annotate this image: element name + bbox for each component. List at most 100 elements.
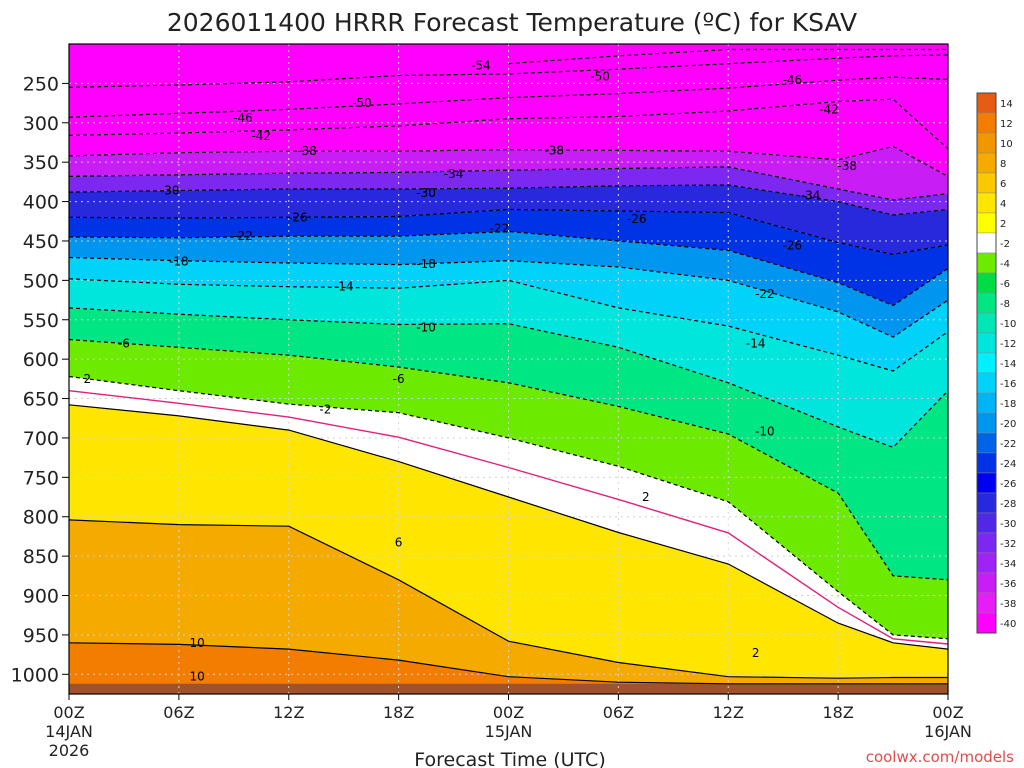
y-tick-label: 300 bbox=[23, 113, 59, 135]
ground-strip bbox=[69, 683, 948, 694]
isotherm-minus26 bbox=[68, 208, 949, 256]
colorbar-swatch bbox=[976, 312, 997, 334]
isotherm-minus42 bbox=[68, 98, 949, 150]
colorbar: 14 12 10 8 6 4 2 -2 -4 -6 -8 -10 -12 -14 -16 -18 -20 -22 -… bbox=[976, 92, 1016, 634]
colorbar-swatch bbox=[976, 572, 997, 594]
colorbar-label: -36 bbox=[1000, 579, 1016, 590]
isotherm-minus6 bbox=[68, 338, 949, 581]
chart-title: 2026011400 HRRR Forecast Temperature (ºC… bbox=[167, 8, 857, 37]
x-tick-label: 18Z bbox=[822, 703, 853, 722]
colorbar-label: 10 bbox=[1000, 139, 1013, 150]
x-tick-label: 00Z bbox=[53, 703, 84, 722]
contour-label: -10 bbox=[416, 321, 436, 335]
y-tick-label: 400 bbox=[23, 192, 59, 214]
credit-text: coolwx.com/models bbox=[866, 748, 1014, 766]
contour-label: 10 bbox=[190, 670, 205, 684]
contour-label: -22 bbox=[233, 229, 253, 243]
y-tick-label: 1000 bbox=[11, 664, 59, 686]
colorbar-swatch bbox=[976, 392, 997, 414]
y-tick-label: 550 bbox=[23, 310, 59, 332]
contour-label: -38 bbox=[837, 159, 857, 173]
y-tick-label: 700 bbox=[23, 428, 59, 450]
colorbar-label: -34 bbox=[1000, 559, 1016, 570]
colorbar-frame bbox=[976, 92, 997, 634]
colorbar-swatch bbox=[976, 612, 997, 634]
colorbar-label: -30 bbox=[1000, 519, 1016, 530]
colorbar-swatch bbox=[976, 592, 997, 614]
freezing-line bbox=[68, 390, 949, 645]
isotherm-minus22 bbox=[68, 230, 949, 307]
colorbar-swatch bbox=[976, 352, 997, 374]
x-tick-label: 12Z bbox=[713, 703, 744, 722]
colorbar-swatch bbox=[976, 212, 997, 234]
band-minus42-minus38 bbox=[69, 99, 948, 177]
colorbar-swatch bbox=[976, 532, 997, 554]
contour-label: -30 bbox=[416, 186, 436, 200]
colorbar-label: -20 bbox=[1000, 419, 1016, 430]
y-axis: 250 300 350 400 450 500 550 600 650 700 750 800 850 9… bbox=[11, 73, 69, 686]
colorbar-swatch bbox=[976, 412, 997, 434]
colorbar-swatch bbox=[976, 432, 997, 454]
colorbar-swatch bbox=[976, 232, 997, 254]
y-tick-label: 350 bbox=[23, 152, 59, 174]
contour-label: -14 bbox=[746, 336, 766, 350]
y-tick-label: 800 bbox=[23, 507, 59, 529]
isotherm-minus34 bbox=[68, 166, 949, 201]
isotherm-minus54 bbox=[508, 48, 948, 65]
contour-label: -14 bbox=[334, 280, 354, 294]
contour-label: -34 bbox=[801, 188, 821, 202]
colorbar-swatch bbox=[976, 492, 997, 514]
contour-label: -6 bbox=[118, 336, 130, 350]
colorbar-label: -26 bbox=[1000, 479, 1016, 490]
isotherm-minus46 bbox=[68, 76, 949, 118]
band-minus34-minus30 bbox=[69, 166, 948, 215]
colorbar-label: -22 bbox=[1000, 439, 1016, 450]
y-tick-label: 650 bbox=[23, 389, 59, 411]
contour-label: -38 bbox=[544, 143, 564, 157]
x-tick-label: 12Z bbox=[273, 703, 304, 722]
colorbar-label: -24 bbox=[1000, 459, 1016, 470]
colorbar-label: 4 bbox=[1000, 199, 1006, 210]
x-tick-date-label: 14JAN bbox=[45, 722, 93, 741]
colorbar-label: -40 bbox=[1000, 619, 1016, 630]
colorbar-label: 2 bbox=[1000, 219, 1006, 230]
contour-label: -26 bbox=[627, 212, 647, 226]
colorbar-swatch bbox=[976, 92, 997, 114]
contour-label: -30 bbox=[160, 184, 180, 198]
x-tick-label: 06Z bbox=[603, 703, 634, 722]
band-minus30-minus26 bbox=[69, 185, 948, 255]
y-tick-label: 950 bbox=[23, 625, 59, 647]
band-near-freezing bbox=[69, 376, 948, 650]
colorbar-swatch bbox=[976, 112, 997, 134]
colorbar-label: -4 bbox=[1000, 259, 1010, 270]
x-tick-year-label: 2026 bbox=[49, 741, 90, 760]
colorbar-swatch bbox=[976, 552, 997, 574]
x-tick-label: 18Z bbox=[383, 703, 414, 722]
contour-label: -18 bbox=[169, 254, 189, 268]
colorbar-swatch bbox=[976, 272, 997, 294]
colorbar-swatch bbox=[976, 192, 997, 214]
contour-label: -46 bbox=[233, 111, 253, 125]
colorbar-label: -8 bbox=[1000, 299, 1010, 310]
isotherm-minus30 bbox=[68, 184, 949, 216]
colorbar-label: -2 bbox=[1000, 239, 1010, 250]
colorbar-swatch bbox=[976, 452, 997, 474]
contour-label: 2 bbox=[83, 372, 91, 386]
y-tick-label: 850 bbox=[23, 546, 59, 568]
contour-label: 6 bbox=[395, 536, 403, 550]
contour-label: -46 bbox=[783, 73, 803, 87]
contour-label: -6 bbox=[393, 372, 405, 386]
band-minus14-minus10 bbox=[69, 278, 948, 448]
colorbar-label: -6 bbox=[1000, 279, 1010, 290]
contour-label: -42 bbox=[251, 129, 271, 143]
contour-label: 2 bbox=[642, 490, 650, 504]
isotherm-10 bbox=[68, 642, 948, 685]
colorbar-label: -32 bbox=[1000, 539, 1016, 550]
colorbar-label: -18 bbox=[1000, 399, 1016, 410]
colorbar-swatch bbox=[976, 372, 997, 394]
isotherm-minus38 bbox=[68, 145, 949, 177]
contour-label: -26 bbox=[288, 210, 308, 224]
isotherm-2 bbox=[68, 404, 949, 650]
